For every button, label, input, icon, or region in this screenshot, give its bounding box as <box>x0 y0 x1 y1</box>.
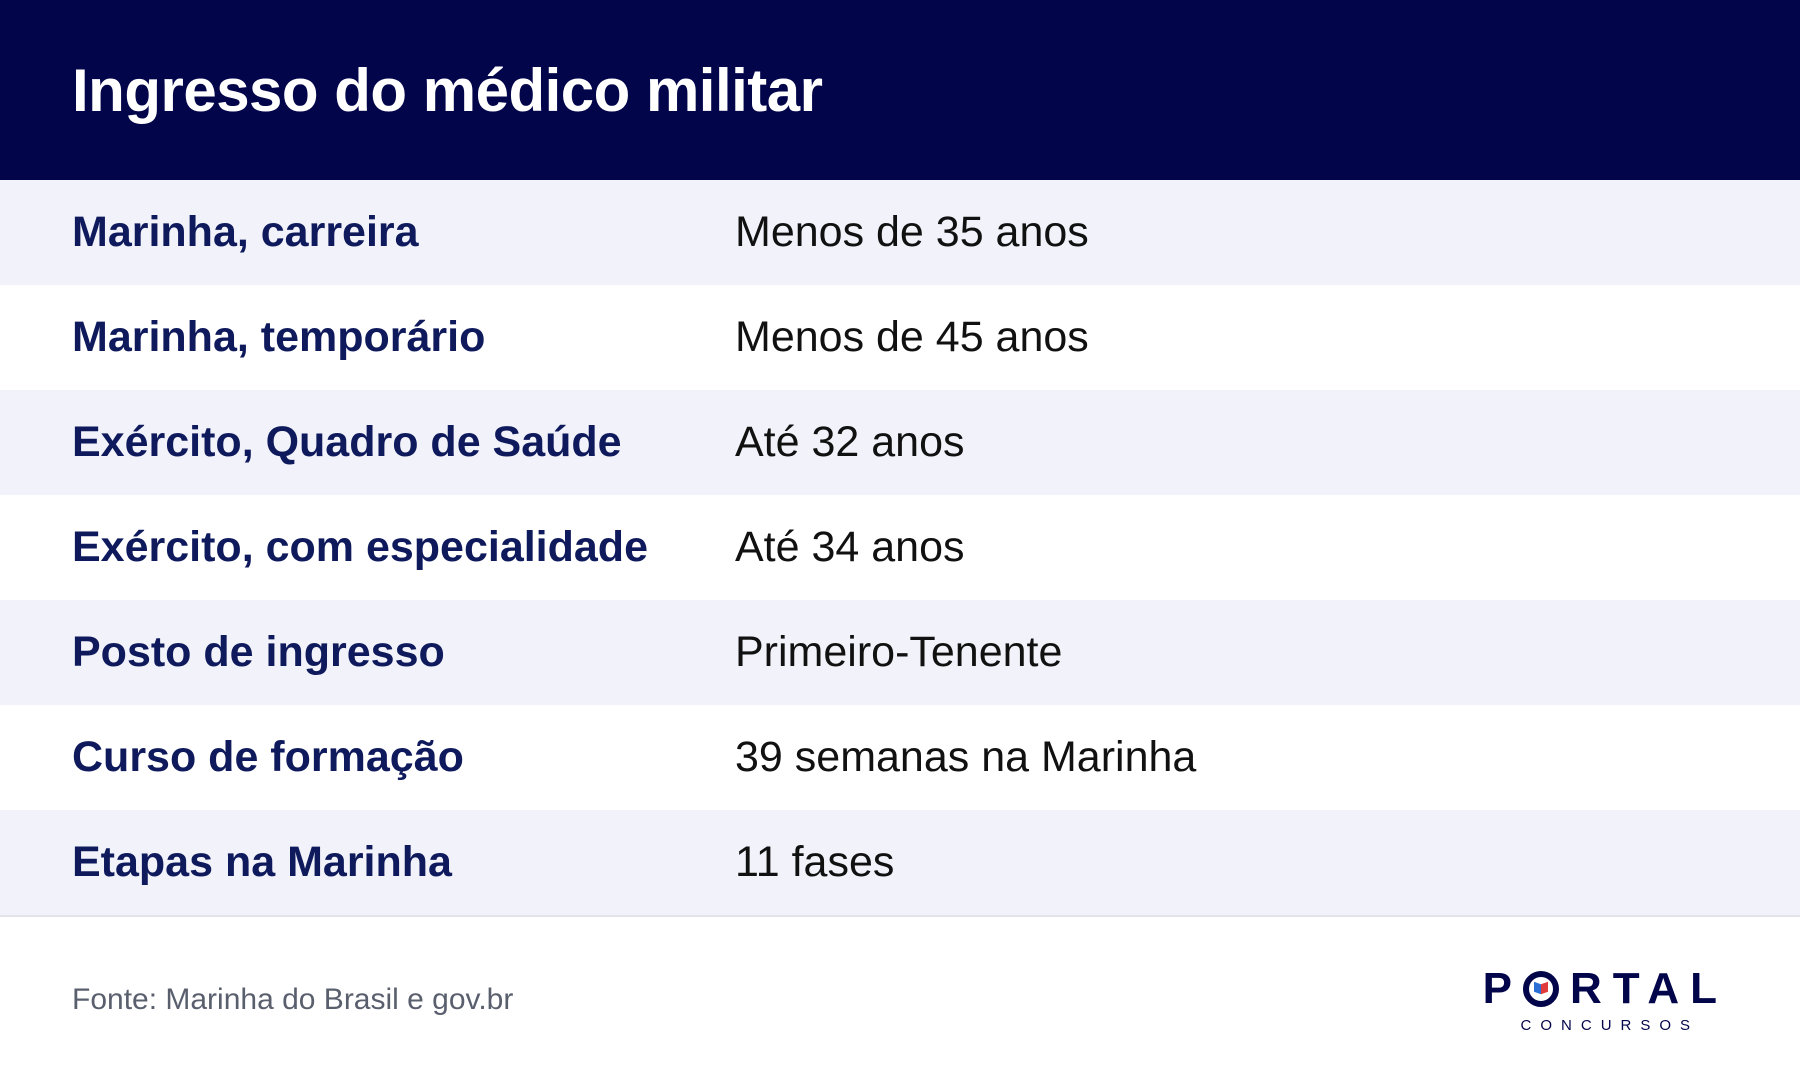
row-value: Até 32 anos <box>735 418 965 466</box>
logo-wordmark: P RTAL <box>1482 963 1728 1013</box>
table-row: Exército, com especialidade Até 34 anos <box>0 495 1800 600</box>
header-bar: Ingresso do médico militar <box>0 0 1800 180</box>
row-label: Curso de formação <box>72 733 464 781</box>
table-row: Etapas na Marinha 11 fases <box>0 810 1800 915</box>
row-label: Etapas na Marinha <box>72 838 452 886</box>
row-value: Menos de 35 anos <box>735 208 1089 256</box>
table-row: Exército, Quadro de Saúde Até 32 anos <box>0 390 1800 495</box>
row-label: Exército, com especialidade <box>72 523 648 571</box>
page-title: Ingresso do médico militar <box>72 56 823 124</box>
row-label: Exército, Quadro de Saúde <box>72 418 622 466</box>
logo-letters-rest: RTAL <box>1569 963 1728 1013</box>
footer: Fonte: Marinha do Brasil e gov.br P RTAL… <box>0 920 1800 1080</box>
table-row: Marinha, carreira Menos de 35 anos <box>0 180 1800 285</box>
portal-concursos-logo: P RTAL CONCURSOS <box>1482 963 1728 1034</box>
table-row: Curso de formação 39 semanas na Marinha <box>0 705 1800 810</box>
table-divider <box>0 915 1800 917</box>
row-value: 39 semanas na Marinha <box>735 733 1197 781</box>
row-label: Marinha, temporário <box>72 313 486 361</box>
info-table: Marinha, carreira Menos de 35 anos Marin… <box>0 180 1800 917</box>
source-note: Fonte: Marinha do Brasil e gov.br <box>72 983 514 1016</box>
row-value: 11 fases <box>735 838 895 886</box>
table-row: Marinha, temporário Menos de 45 anos <box>0 285 1800 390</box>
row-label: Posto de ingresso <box>72 628 445 676</box>
table-row: Posto de ingresso Primeiro-Tenente <box>0 600 1800 705</box>
row-value: Menos de 45 anos <box>735 313 1089 361</box>
logo-subtitle: CONCURSOS <box>1520 1016 1700 1034</box>
row-value: Primeiro-Tenente <box>735 628 1063 676</box>
row-label: Marinha, carreira <box>72 208 419 256</box>
logo-o-icon <box>1522 970 1559 1007</box>
row-value: Até 34 anos <box>735 523 965 571</box>
logo-letter-p: P <box>1482 963 1523 1013</box>
